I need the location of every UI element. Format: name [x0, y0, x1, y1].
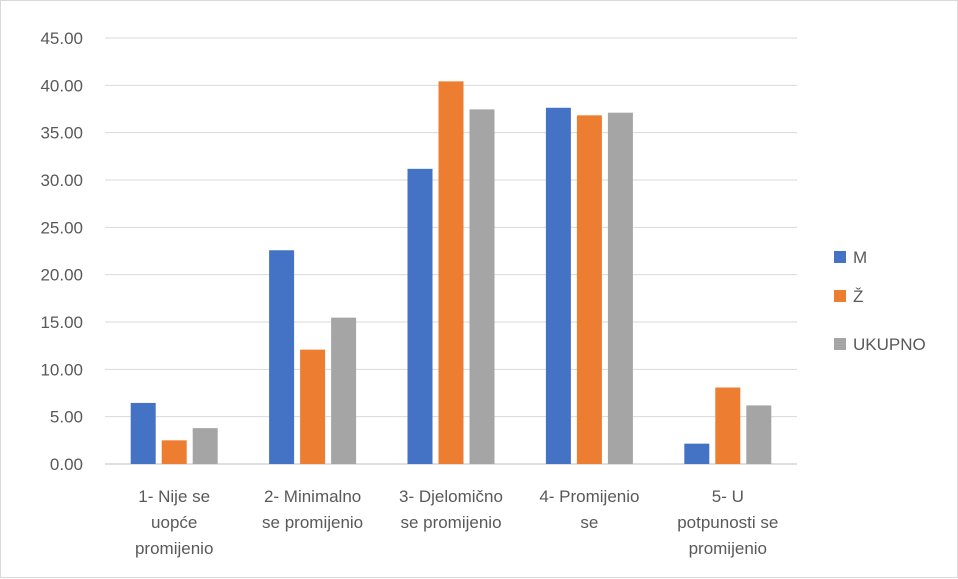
category-label-line: 1- Nije se: [138, 487, 210, 506]
category-label-line: uopće: [151, 513, 197, 532]
y-tick-label: 20.00: [40, 266, 83, 285]
y-tick-label: 15.00: [40, 313, 83, 332]
category-label-line: potpunosti se: [677, 513, 778, 532]
x-axis-labels: 1- Nije se uopće promijenio 2- Minimalno se …: [135, 487, 778, 558]
y-axis-ticks: 0.00 5.00 10.00 15.00 20.00 25.00 30.00 35.00 40…: [40, 29, 83, 474]
bar-ž: [438, 81, 464, 464]
bar-ukupno: [331, 317, 357, 464]
category-label: 3- Djelomično se promijenio: [399, 487, 503, 532]
bar-ukupno: [469, 109, 495, 465]
category-label-line: 3- Djelomično: [399, 487, 503, 506]
bar-ukupno: [192, 428, 218, 464]
legend-swatch: [834, 290, 846, 302]
category-label-line: promijenio: [689, 539, 767, 558]
category-label-line: 2- Minimalno: [264, 487, 361, 506]
bar-ž: [300, 349, 326, 464]
bar-m: [269, 250, 295, 464]
bar-ž: [715, 387, 741, 464]
category-label: 5- U potpunosti se promijenio: [677, 487, 778, 558]
category-label-line: 4- Promijenio: [539, 487, 639, 506]
legend-label: UKUPNO: [853, 335, 926, 354]
legend-item: Ž: [834, 287, 863, 306]
legend-label: M: [853, 248, 867, 267]
y-tick-label: 25.00: [40, 218, 83, 237]
category-label-line: 5- U: [712, 487, 744, 506]
category-label: 4- Promijenio se: [539, 487, 639, 532]
legend-item: M: [834, 248, 867, 267]
y-tick-label: 40.00: [40, 76, 83, 95]
legend-label: Ž: [853, 287, 863, 306]
y-tick-label: 0.00: [50, 455, 83, 474]
bar-ukupno: [607, 112, 633, 464]
category-label-line: se promijenio: [400, 513, 501, 532]
y-tick-label: 10.00: [40, 360, 83, 379]
legend: M Ž UKUPNO: [834, 248, 926, 354]
category-label-line: promijenio: [135, 539, 213, 558]
category-label-line: se promijenio: [262, 513, 363, 532]
y-tick-label: 5.00: [50, 408, 83, 427]
bar-m: [130, 402, 156, 464]
bar-ž: [576, 115, 602, 465]
bar-ukupno: [746, 405, 772, 464]
bar-m: [545, 107, 571, 464]
legend-swatch: [834, 251, 846, 263]
category-label: 2- Minimalno se promijenio: [262, 487, 363, 532]
y-tick-label: 30.00: [40, 171, 83, 190]
legend-swatch: [834, 338, 846, 350]
category-label: 1- Nije se uopće promijenio: [135, 487, 213, 558]
bar-m: [407, 168, 433, 464]
category-label-line: se: [580, 513, 598, 532]
bar-ž: [161, 440, 187, 464]
y-tick-label: 45.00: [40, 29, 83, 48]
bar-m: [684, 443, 710, 464]
y-tick-label: 35.00: [40, 124, 83, 143]
bars: [130, 81, 772, 465]
legend-item: UKUPNO: [834, 335, 926, 354]
